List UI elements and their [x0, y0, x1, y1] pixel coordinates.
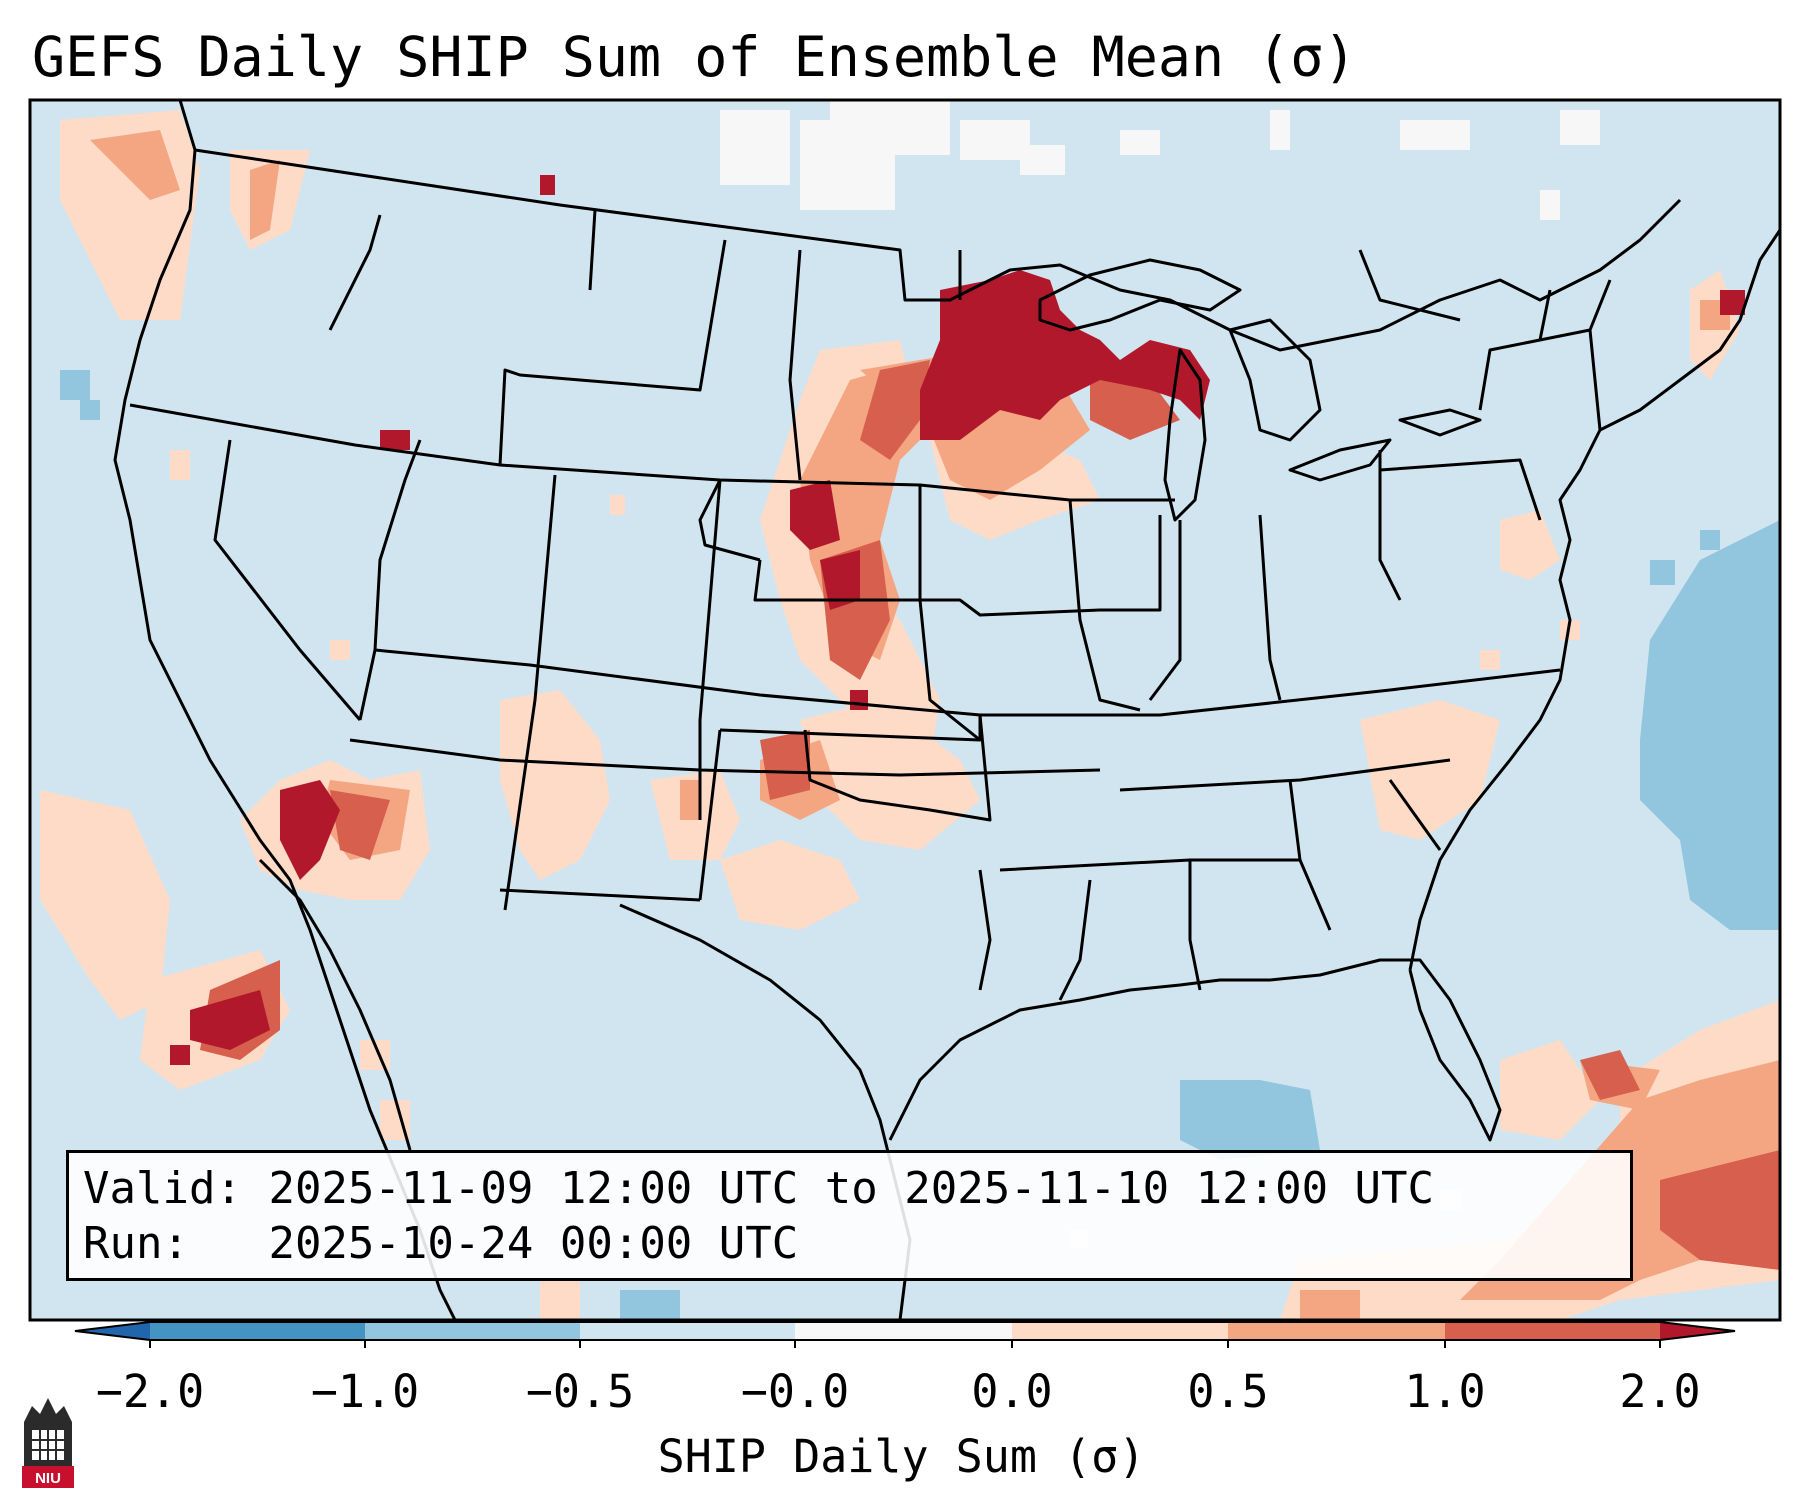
colorbar-bin — [580, 1322, 795, 1340]
extreme-positive-anomalies — [170, 175, 1745, 1065]
anomaly-field — [40, 100, 1780, 1320]
atlantic-coastline — [1408, 229, 1780, 971]
colorbar-bin — [1012, 1322, 1228, 1340]
colorbar-extend-low — [75, 1322, 150, 1340]
colorbar-bin — [365, 1322, 580, 1340]
colorbar-bin — [795, 1322, 1012, 1340]
colorbar-tick-label: 1.0 — [1404, 1365, 1486, 1418]
colorbar-tick-label: 0.0 — [971, 1365, 1053, 1418]
pacific-coastline — [113, 100, 457, 1320]
colorbar-extend-high — [1660, 1322, 1735, 1340]
valid-label: Valid: — [83, 1163, 242, 1214]
colorbar-tick-label: 2.0 — [1619, 1365, 1701, 1418]
run-label: Run: — [83, 1218, 189, 1269]
colorbar — [74, 1321, 1736, 1348]
logo-band — [22, 1466, 74, 1488]
chart-title: GEFS Daily SHIP Sum of Ensemble Mean (σ) — [32, 25, 1357, 89]
lake-huron — [1228, 318, 1322, 442]
run-value: 2025-10-24 00:00 UTC — [268, 1218, 799, 1269]
colorbar-bin — [1445, 1322, 1660, 1340]
lake-ontario — [1398, 408, 1482, 437]
lake-michigan — [1163, 348, 1207, 522]
near-zero-patches — [720, 100, 1600, 1248]
niu-logo: NIU — [22, 1398, 74, 1488]
valid-run-info-box: Valid: 2025-11-09 12:00 UTC to 2025-11-1… — [66, 1150, 1633, 1281]
colorbar-label: SHIP Daily Sum (σ) — [657, 1430, 1146, 1483]
logo-text: NIU — [35, 1470, 61, 1487]
colorbar-bin — [150, 1322, 365, 1340]
colorbar-tick-label: −1.0 — [310, 1365, 420, 1418]
lake-superior — [1038, 258, 1242, 332]
colorbar-tick-label: −2.0 — [95, 1365, 205, 1418]
map-frame — [28, 98, 1782, 1322]
colorbar-bin — [1228, 1322, 1445, 1340]
colorbar-tick-label: 0.5 — [1187, 1365, 1269, 1418]
colorbar-tick-label: −0.5 — [525, 1365, 635, 1418]
colorbar-tick-label: −0.0 — [740, 1365, 850, 1418]
valid-value: 2025-11-09 12:00 UTC to 2025-11-10 12:00… — [268, 1163, 1435, 1214]
